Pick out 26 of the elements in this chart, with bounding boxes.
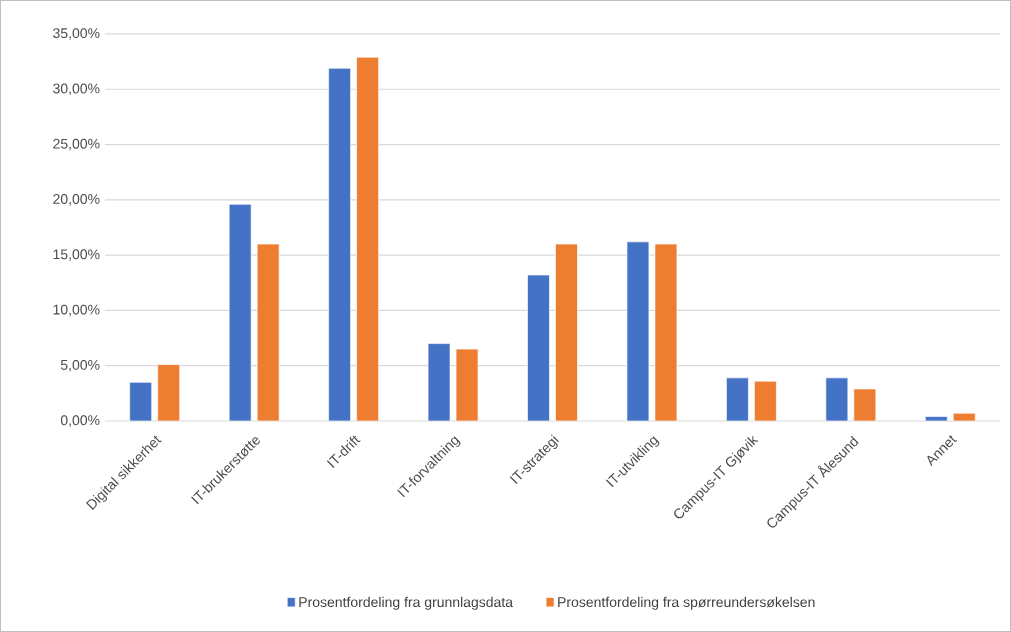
y-tick-label: 30,00% xyxy=(53,83,100,96)
legend-label: Prosentfordeling fra spørreundersøkelsen xyxy=(558,596,815,610)
bar xyxy=(626,241,650,422)
bar xyxy=(527,274,550,422)
bar xyxy=(157,364,181,422)
y-tick-label: 5,00% xyxy=(60,359,100,372)
y-tick-label: 25,00% xyxy=(53,138,100,151)
bar xyxy=(328,67,351,422)
bar xyxy=(356,56,379,422)
bar xyxy=(825,377,849,422)
bar xyxy=(455,348,479,422)
y-tick-label: 35,00% xyxy=(53,28,100,40)
y-tick-label: 15,00% xyxy=(53,249,100,261)
bar xyxy=(754,380,777,422)
legend-label: Prosentfordeling fra grunnlagsdata xyxy=(299,596,514,610)
y-tick-label: 20,00% xyxy=(53,194,100,206)
y-tick-label: 10,00% xyxy=(53,304,100,317)
bar xyxy=(853,388,877,422)
bar xyxy=(228,203,252,422)
bar xyxy=(726,377,749,422)
bar xyxy=(952,412,976,422)
bar xyxy=(129,381,153,422)
y-tick-label: 0,00% xyxy=(60,415,100,427)
bar xyxy=(256,243,280,422)
bar xyxy=(654,243,678,422)
bar xyxy=(555,243,578,422)
